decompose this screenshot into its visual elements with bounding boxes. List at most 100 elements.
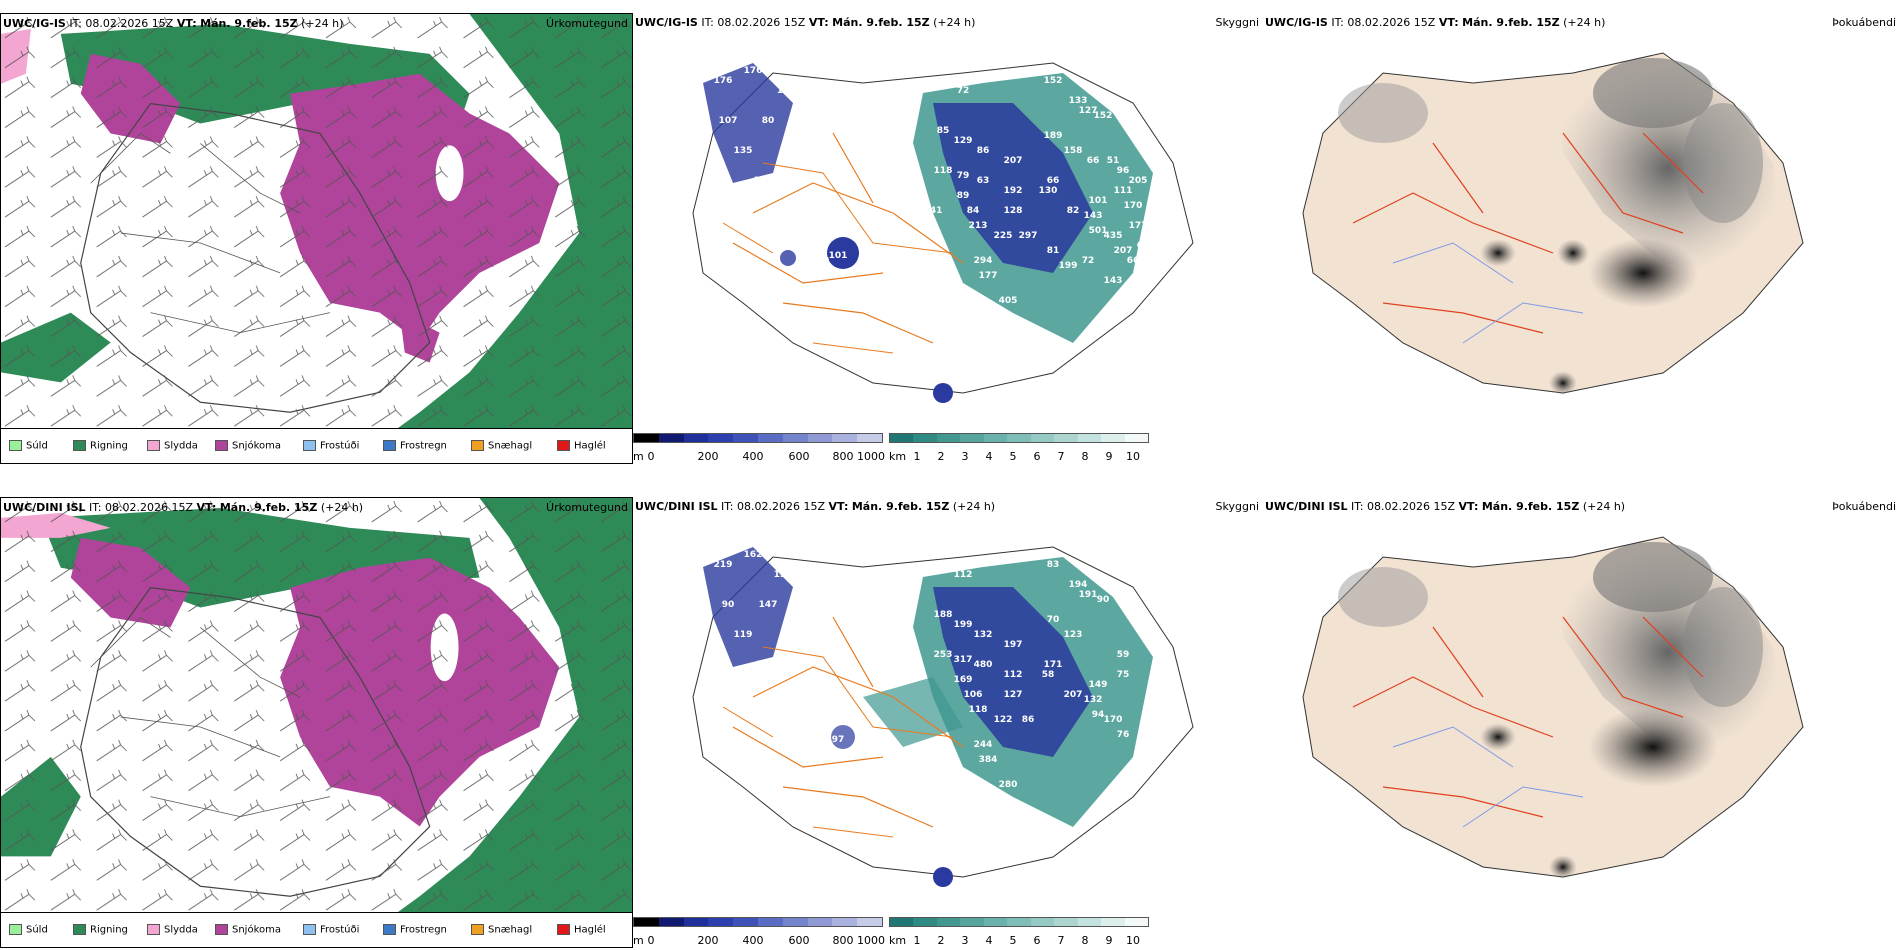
legend-item: Haglél (557, 440, 606, 452)
colorbar-tick: 8 (1081, 934, 1089, 947)
legend-item: Snæhagl (471, 924, 532, 936)
altitude-label: 191 (1079, 590, 1098, 600)
colorbar-unit: m (633, 934, 644, 947)
km-colorbar: km 1 2 3 4 5 6 7 8 9 10 (889, 433, 1149, 463)
precip-map (1, 14, 632, 463)
altitude-label: 205 (1129, 176, 1148, 186)
panel-header: UWC/IG-IS IT: 08.02.2026 15Z VT: Mán. 9.… (1265, 16, 1606, 29)
fog-map (1302, 536, 1804, 879)
altitude-label: 96 (927, 760, 940, 770)
altitude-label: 94 (1092, 710, 1105, 720)
altitude-label: 188 (934, 610, 953, 620)
altitude-label: 171 (1044, 660, 1063, 670)
cloud-base-panel-row2: UWC/DINI ISL IT: 08.02.2026 15Z VT: Mán.… (633, 497, 1263, 948)
altitude-label: 405 (999, 296, 1018, 306)
altitude-label: 66 (1127, 256, 1140, 266)
height-colorbar-scale (633, 433, 883, 443)
precip-legend: Súld Rigning Slydda Snjókoma Frostúði Fr… (1, 912, 632, 947)
colorbar-tick: 600 (788, 450, 810, 463)
altitude-label: 89 (957, 191, 970, 201)
panel-title: Úrkomutegund (546, 501, 628, 514)
colorbar-tick: 3 (961, 934, 969, 947)
altitude-label: 170 (1104, 715, 1123, 725)
altitude-label: 112 (954, 570, 973, 580)
colorbar-tick: 7 (1057, 934, 1065, 947)
altitude-label: 66 (1087, 156, 1100, 166)
colorbar-tick: 400 (742, 934, 764, 947)
altitude-label: 384 (979, 755, 998, 765)
legend-item: Snæhagl (471, 440, 532, 452)
panel-title: Skyggni (1215, 500, 1259, 513)
altitude-label: 80 (762, 116, 775, 126)
colorbar-tick: 9 (1105, 934, 1113, 947)
altitude-label: 79 (957, 171, 970, 181)
legend-swatch (9, 924, 22, 935)
altitude-label: 317 (954, 655, 973, 665)
legend-swatch (9, 440, 22, 451)
colorbar-tick: 2 (937, 450, 945, 463)
altitude-label: 78 (707, 251, 720, 261)
altitude-label: 58 (1042, 670, 1055, 680)
altitude-label: 101 (829, 251, 848, 261)
altitude-label: 86 (977, 146, 990, 156)
cloud-base-panel-row1: UWC/IG-IS IT: 08.02.2026 15Z VT: Mán. 9.… (633, 13, 1263, 464)
fog-map (1302, 52, 1804, 395)
legend-item: Snjókoma (215, 924, 281, 936)
panel-title: Skyggni (1215, 16, 1259, 29)
colorbar-tick: 400 (742, 450, 764, 463)
colorbar-tick: 1000 (857, 934, 885, 947)
altitude-label: 51 (1107, 156, 1120, 166)
legend-item: Súld (9, 924, 48, 936)
colorbar-unit: m (633, 450, 644, 463)
legend-swatch (557, 924, 570, 935)
altitude-label: 590 (979, 306, 998, 316)
altitude-label: 207 (1004, 156, 1023, 166)
altitude-label: 199 (1059, 261, 1078, 271)
altitude-label: 72 (957, 86, 970, 96)
legend-item: Súld (9, 440, 48, 452)
altitude-label: 152 (1094, 111, 1113, 121)
altitude-label: 83 (1047, 560, 1060, 570)
legend-swatch (147, 440, 160, 451)
km-colorbar-scale (889, 917, 1149, 927)
colorbar-tick: 6 (1033, 934, 1041, 947)
precip-type-panel-row1: UWC/IG-IS IT: 08.02.2026 15Z VT: Mán. 9.… (0, 13, 633, 464)
altitude-label: 189 (1044, 131, 1063, 141)
precip-map (1, 498, 632, 947)
colorbar-tick: 8 (1081, 450, 1089, 463)
fog-index-panel-row2: UWC/DINI ISL IT: 08.02.2026 15Z VT: Mán.… (1263, 497, 1900, 948)
legend-swatch (383, 440, 396, 451)
km-colorbar: km 1 2 3 4 5 6 7 8 9 10 (889, 917, 1149, 947)
colorbar-tick: 5 (1009, 934, 1017, 947)
legend-swatch (73, 924, 86, 935)
colorbar-tick: 10 (1126, 934, 1140, 947)
altitude-label: 135 (734, 146, 753, 156)
altitude-label: 96 (1117, 166, 1130, 176)
altitude-label: 128 (1004, 206, 1023, 216)
altitude-label: 990 (994, 311, 1013, 321)
legend-swatch (471, 924, 484, 935)
panel-header: UWC/IG-IS IT: 08.02.2026 15Z VT: Mán. 9.… (3, 17, 344, 30)
altitude-label: 63 (977, 176, 990, 186)
altitude-label: 90 (722, 600, 735, 610)
panel-header: UWC/DINI ISL IT: 08.02.2026 15Z VT: Mán.… (1265, 500, 1626, 513)
altitude-label: 435 (1104, 231, 1123, 241)
altitude-label: 106 (964, 690, 983, 700)
height-colorbar: m 0 200 400 600 800 1000 (633, 917, 885, 947)
altitude-label: 127 (1004, 690, 1023, 700)
altitude-label: 107 (719, 116, 738, 126)
altitude-label: 134 (774, 570, 793, 580)
legend-item: Frostregn (383, 440, 447, 452)
colorbar-tick: 200 (697, 450, 719, 463)
legend-swatch (557, 440, 570, 451)
colorbar-tick: 4 (985, 934, 993, 947)
colorbar-tick: 4 (985, 450, 993, 463)
altitude-label: 68 (1137, 241, 1150, 251)
altitude-label: 109 (804, 615, 823, 625)
altitude-label: 101 (1089, 196, 1108, 206)
legend-item: Slydda (147, 924, 198, 936)
precip-type-panel-row2: UWC/DINI ISL IT: 08.02.2026 15Z VT: Mán.… (0, 497, 633, 948)
panel-header: UWC/IG-IS IT: 08.02.2026 15Z VT: Mán. 9.… (635, 16, 976, 29)
